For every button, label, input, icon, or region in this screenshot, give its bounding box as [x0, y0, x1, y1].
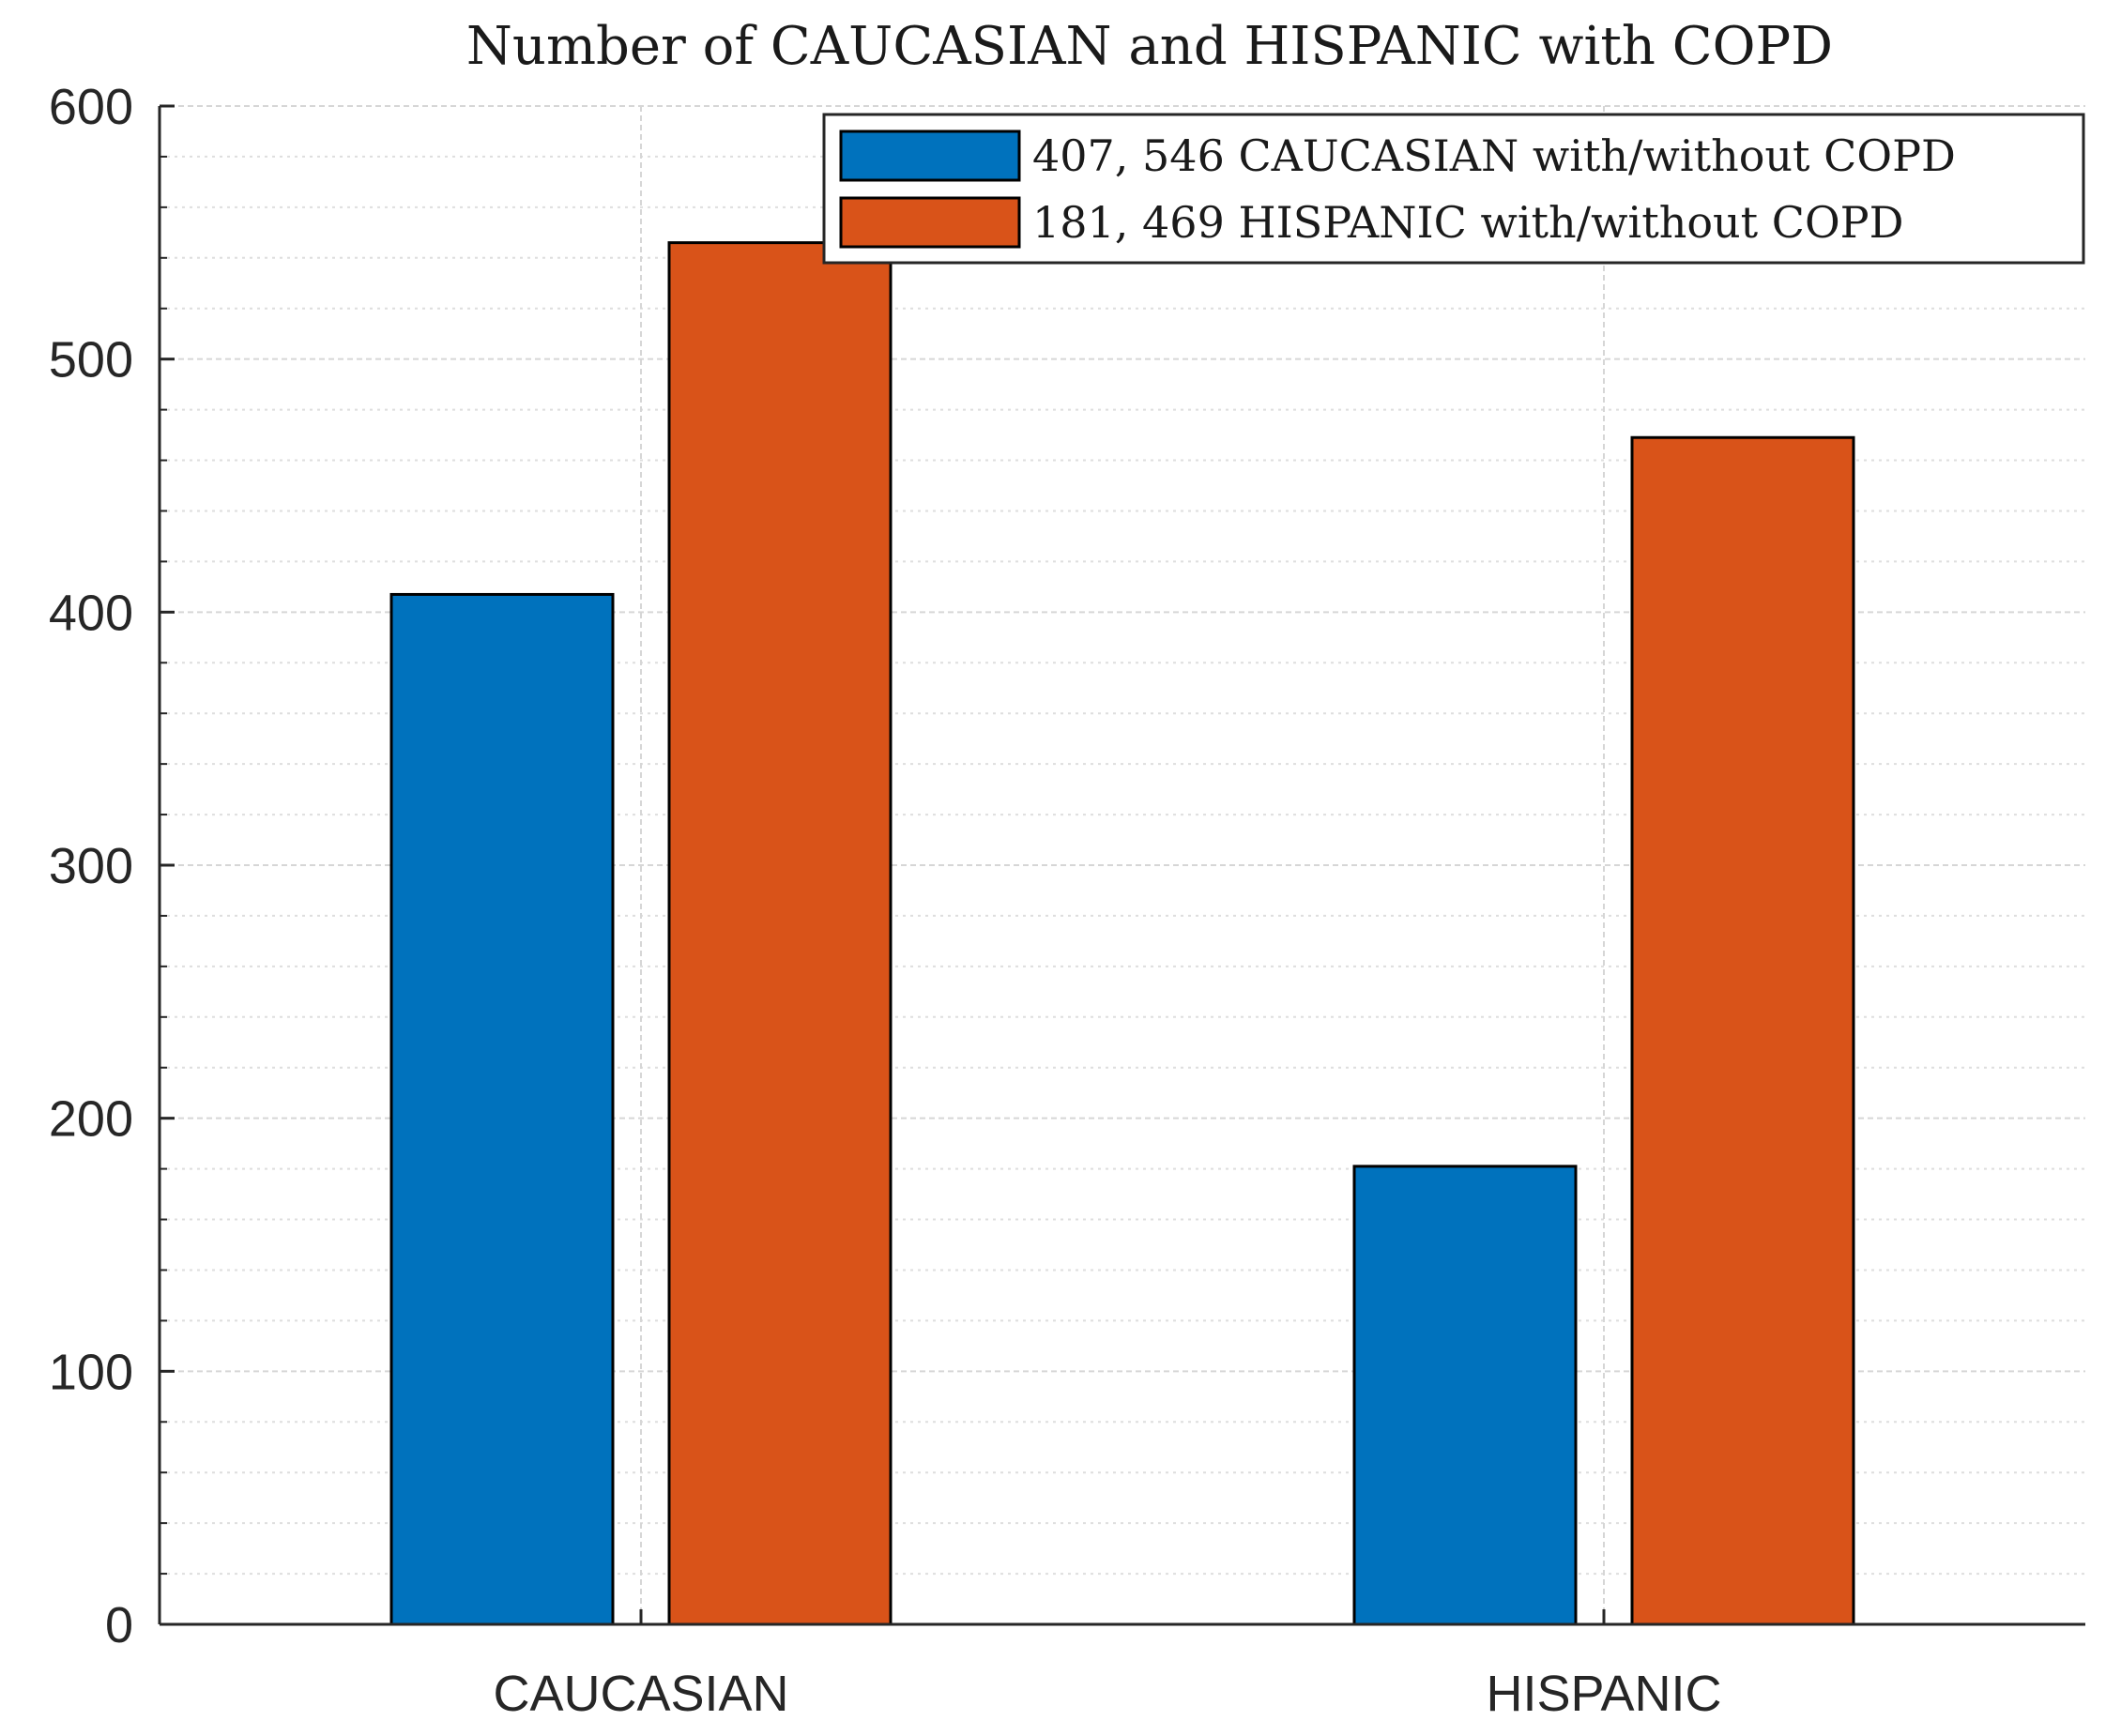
y-tick-label: 200 — [49, 1091, 133, 1148]
y-tick-label: 0 — [105, 1597, 133, 1653]
bar-hispanic-series-1 — [1352, 1165, 1578, 1626]
legend-swatch-1 — [839, 129, 1021, 182]
y-tick-label: 300 — [49, 838, 133, 894]
x-tick-label-caucasian: CAUCASIAN — [493, 1666, 788, 1722]
legend-swatch-2 — [839, 196, 1021, 249]
bar-hispanic-series-2 — [1630, 435, 1855, 1626]
chart-title: Number of CAUCASIAN and HISPANIC with CO… — [466, 16, 1833, 77]
y-tick-label: 400 — [49, 585, 133, 641]
y-tick-label: 600 — [49, 79, 133, 135]
y-tick-label: 100 — [49, 1344, 133, 1400]
y-tick-label: 500 — [49, 332, 133, 388]
bar-caucasian-series-2 — [667, 241, 893, 1626]
plot-area: 0 100 200 300 400 500 600 CAUCASIAN HISPANIC 407,… — [49, 79, 2085, 1722]
legend-box — [822, 113, 2085, 265]
legend-label-1: 407, 546 CAUCASIAN with/without COPD — [1032, 130, 1956, 181]
legend-label-2: 181, 469 HISPANIC with/without COPD — [1032, 197, 1904, 248]
x-tick-label-hispanic: HISPANIC — [1486, 1666, 1721, 1722]
bar-caucasian-series-1 — [389, 592, 615, 1626]
